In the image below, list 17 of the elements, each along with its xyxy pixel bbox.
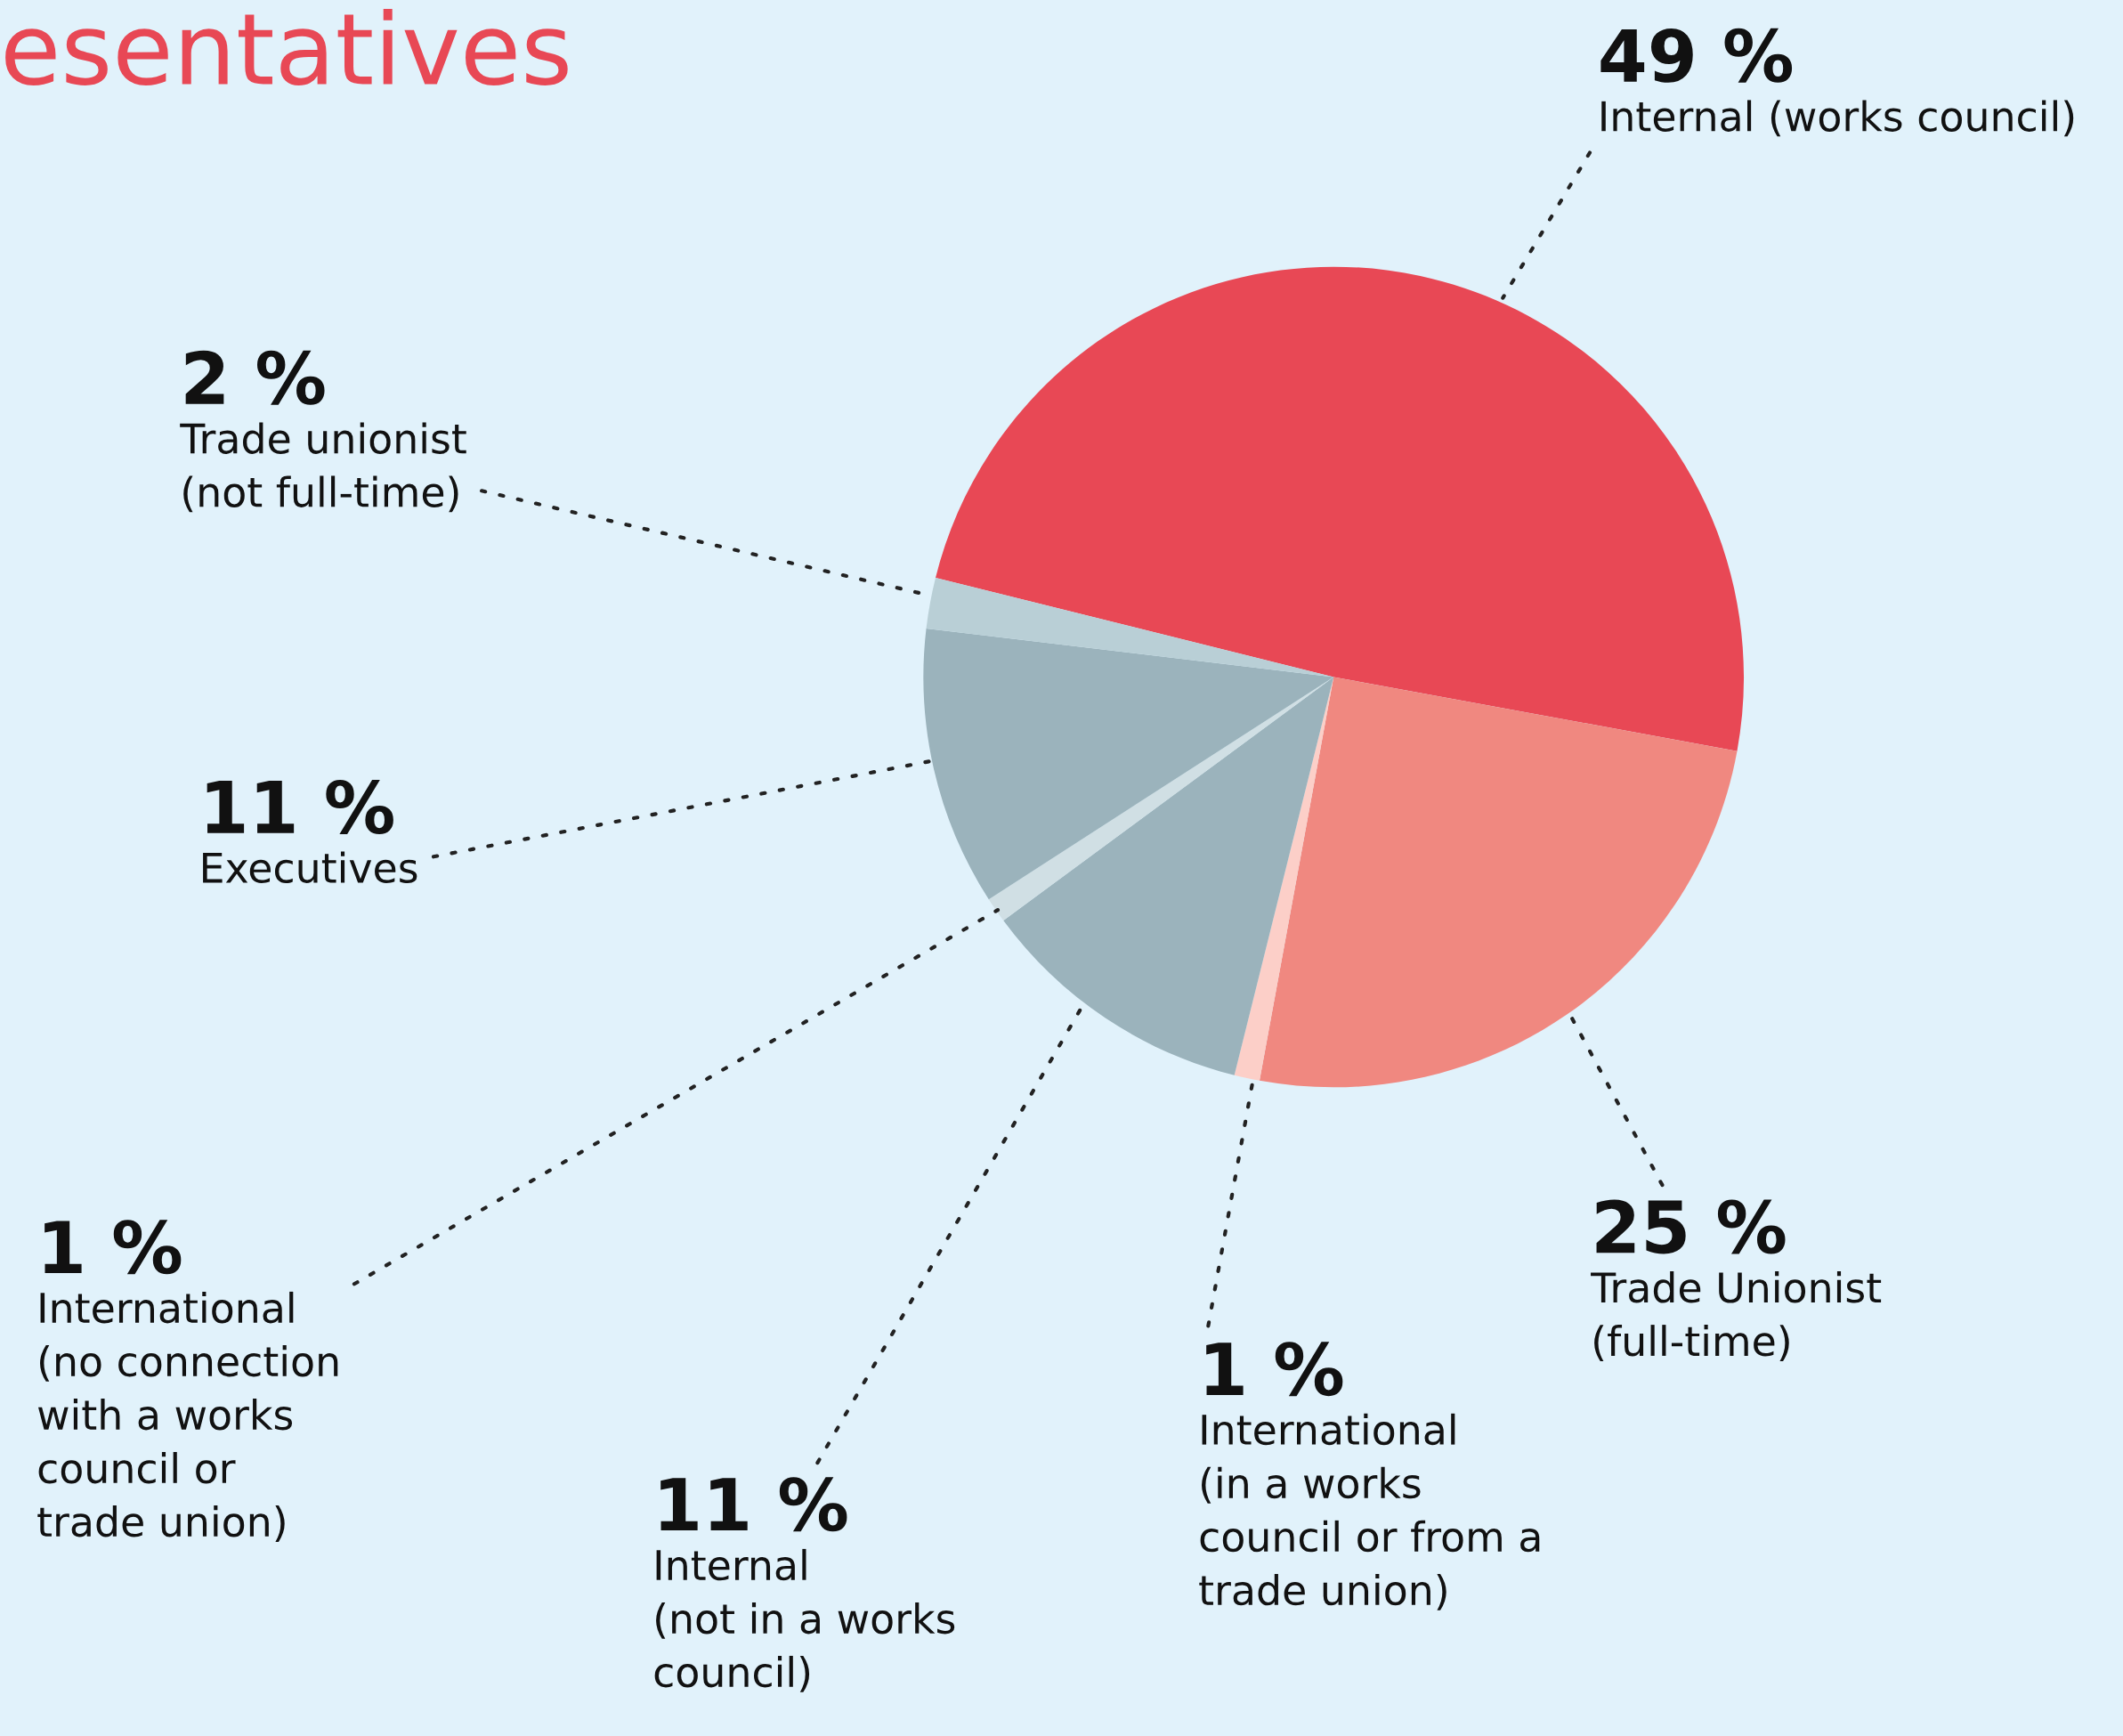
data-label: 11 % [660,1477,847,1532]
data-label: 2 % [185,350,325,405]
data-label: 25 % [1596,1199,1786,1254]
chart-title: esentatives [5,9,568,86]
data-label: 1 % [1206,1342,1343,1397]
slice-label: International (no connection with a works council or trade union) [37,1291,338,1542]
slice-label: International (in a works council or from a trade union) [1199,1413,1540,1610]
slice-label: Internal (not in a works council) [654,1548,955,1692]
slice-label: Executives [203,851,417,884]
slice-label: Internal (works council) [1601,100,2074,137]
data-label: 49 % [1600,28,1793,83]
slice-label: Trade unionist (not full-time) [180,422,466,513]
pie-slice [1259,677,1738,1088]
pie-slice [936,266,1745,751]
data-label: 11 % [207,780,393,834]
data-label: 1 % [45,1220,182,1275]
slice-label: Trade Unionist (full-time) [1591,1271,1882,1361]
